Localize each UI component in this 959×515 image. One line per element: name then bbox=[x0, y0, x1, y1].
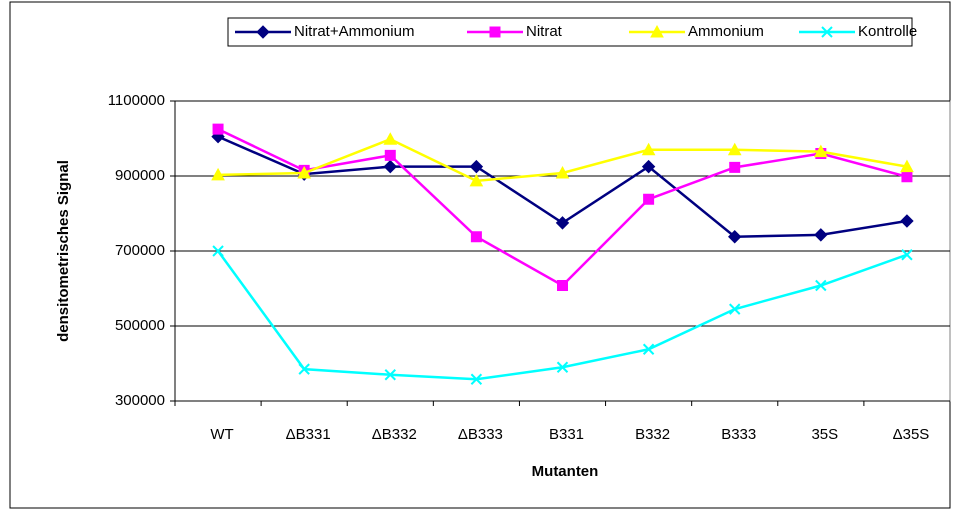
y-tick-label: 1100000 bbox=[108, 92, 165, 109]
legend-marker bbox=[256, 25, 270, 39]
marker bbox=[557, 280, 568, 291]
y-tick-label: 900000 bbox=[115, 167, 165, 184]
x-axis-title: Mutanten bbox=[532, 463, 599, 480]
marker bbox=[729, 303, 741, 315]
marker bbox=[643, 193, 655, 205]
marker bbox=[384, 149, 396, 161]
marker bbox=[384, 369, 396, 381]
legend-label: Kontrolle bbox=[858, 23, 917, 40]
marker bbox=[901, 171, 913, 183]
legend-marker bbox=[821, 26, 833, 38]
marker bbox=[900, 214, 914, 228]
marker bbox=[728, 230, 742, 244]
marker bbox=[298, 363, 310, 375]
marker bbox=[642, 343, 655, 355]
marker bbox=[470, 373, 483, 385]
x-tick-label: Δ35S bbox=[893, 426, 930, 443]
x-tick-label: B332 bbox=[635, 426, 670, 443]
legend bbox=[227, 17, 913, 47]
marker bbox=[900, 159, 914, 173]
marker bbox=[212, 123, 224, 135]
marker bbox=[383, 159, 397, 174]
legend-marker bbox=[489, 26, 501, 38]
marker bbox=[814, 228, 828, 242]
x-tick-label: ΔB331 bbox=[286, 426, 331, 443]
marker bbox=[727, 142, 742, 156]
y-tick-label: 500000 bbox=[115, 317, 165, 334]
marker bbox=[211, 167, 225, 181]
legend-label: Nitrat bbox=[526, 23, 563, 40]
y-tick-label: 300000 bbox=[115, 392, 165, 409]
marker bbox=[815, 279, 827, 292]
y-tick-label: 700000 bbox=[115, 242, 165, 259]
legend-label: Nitrat+Ammonium bbox=[294, 23, 414, 40]
marker bbox=[469, 173, 484, 187]
marker bbox=[297, 165, 312, 179]
x-tick-label: 35S bbox=[811, 426, 838, 443]
marker bbox=[383, 132, 398, 145]
marker bbox=[556, 361, 569, 373]
marker bbox=[212, 245, 224, 257]
marker bbox=[555, 165, 570, 179]
x-tick-label: B333 bbox=[721, 426, 756, 443]
marker bbox=[470, 231, 482, 243]
marker bbox=[641, 142, 656, 156]
marker bbox=[729, 161, 741, 173]
x-tick-label: ΔB332 bbox=[372, 426, 417, 443]
marker bbox=[813, 144, 828, 158]
y-axis-title: densitometrisches Signal bbox=[55, 160, 72, 342]
marker bbox=[555, 216, 570, 230]
marker bbox=[641, 159, 656, 174]
x-tick-label: B331 bbox=[549, 426, 584, 443]
legend-marker bbox=[650, 24, 664, 38]
x-tick-label: ΔB333 bbox=[458, 426, 503, 443]
marker bbox=[901, 249, 913, 261]
x-tick-label: WT bbox=[210, 426, 233, 443]
marker bbox=[469, 159, 484, 174]
legend-label: Ammonium bbox=[688, 23, 764, 40]
